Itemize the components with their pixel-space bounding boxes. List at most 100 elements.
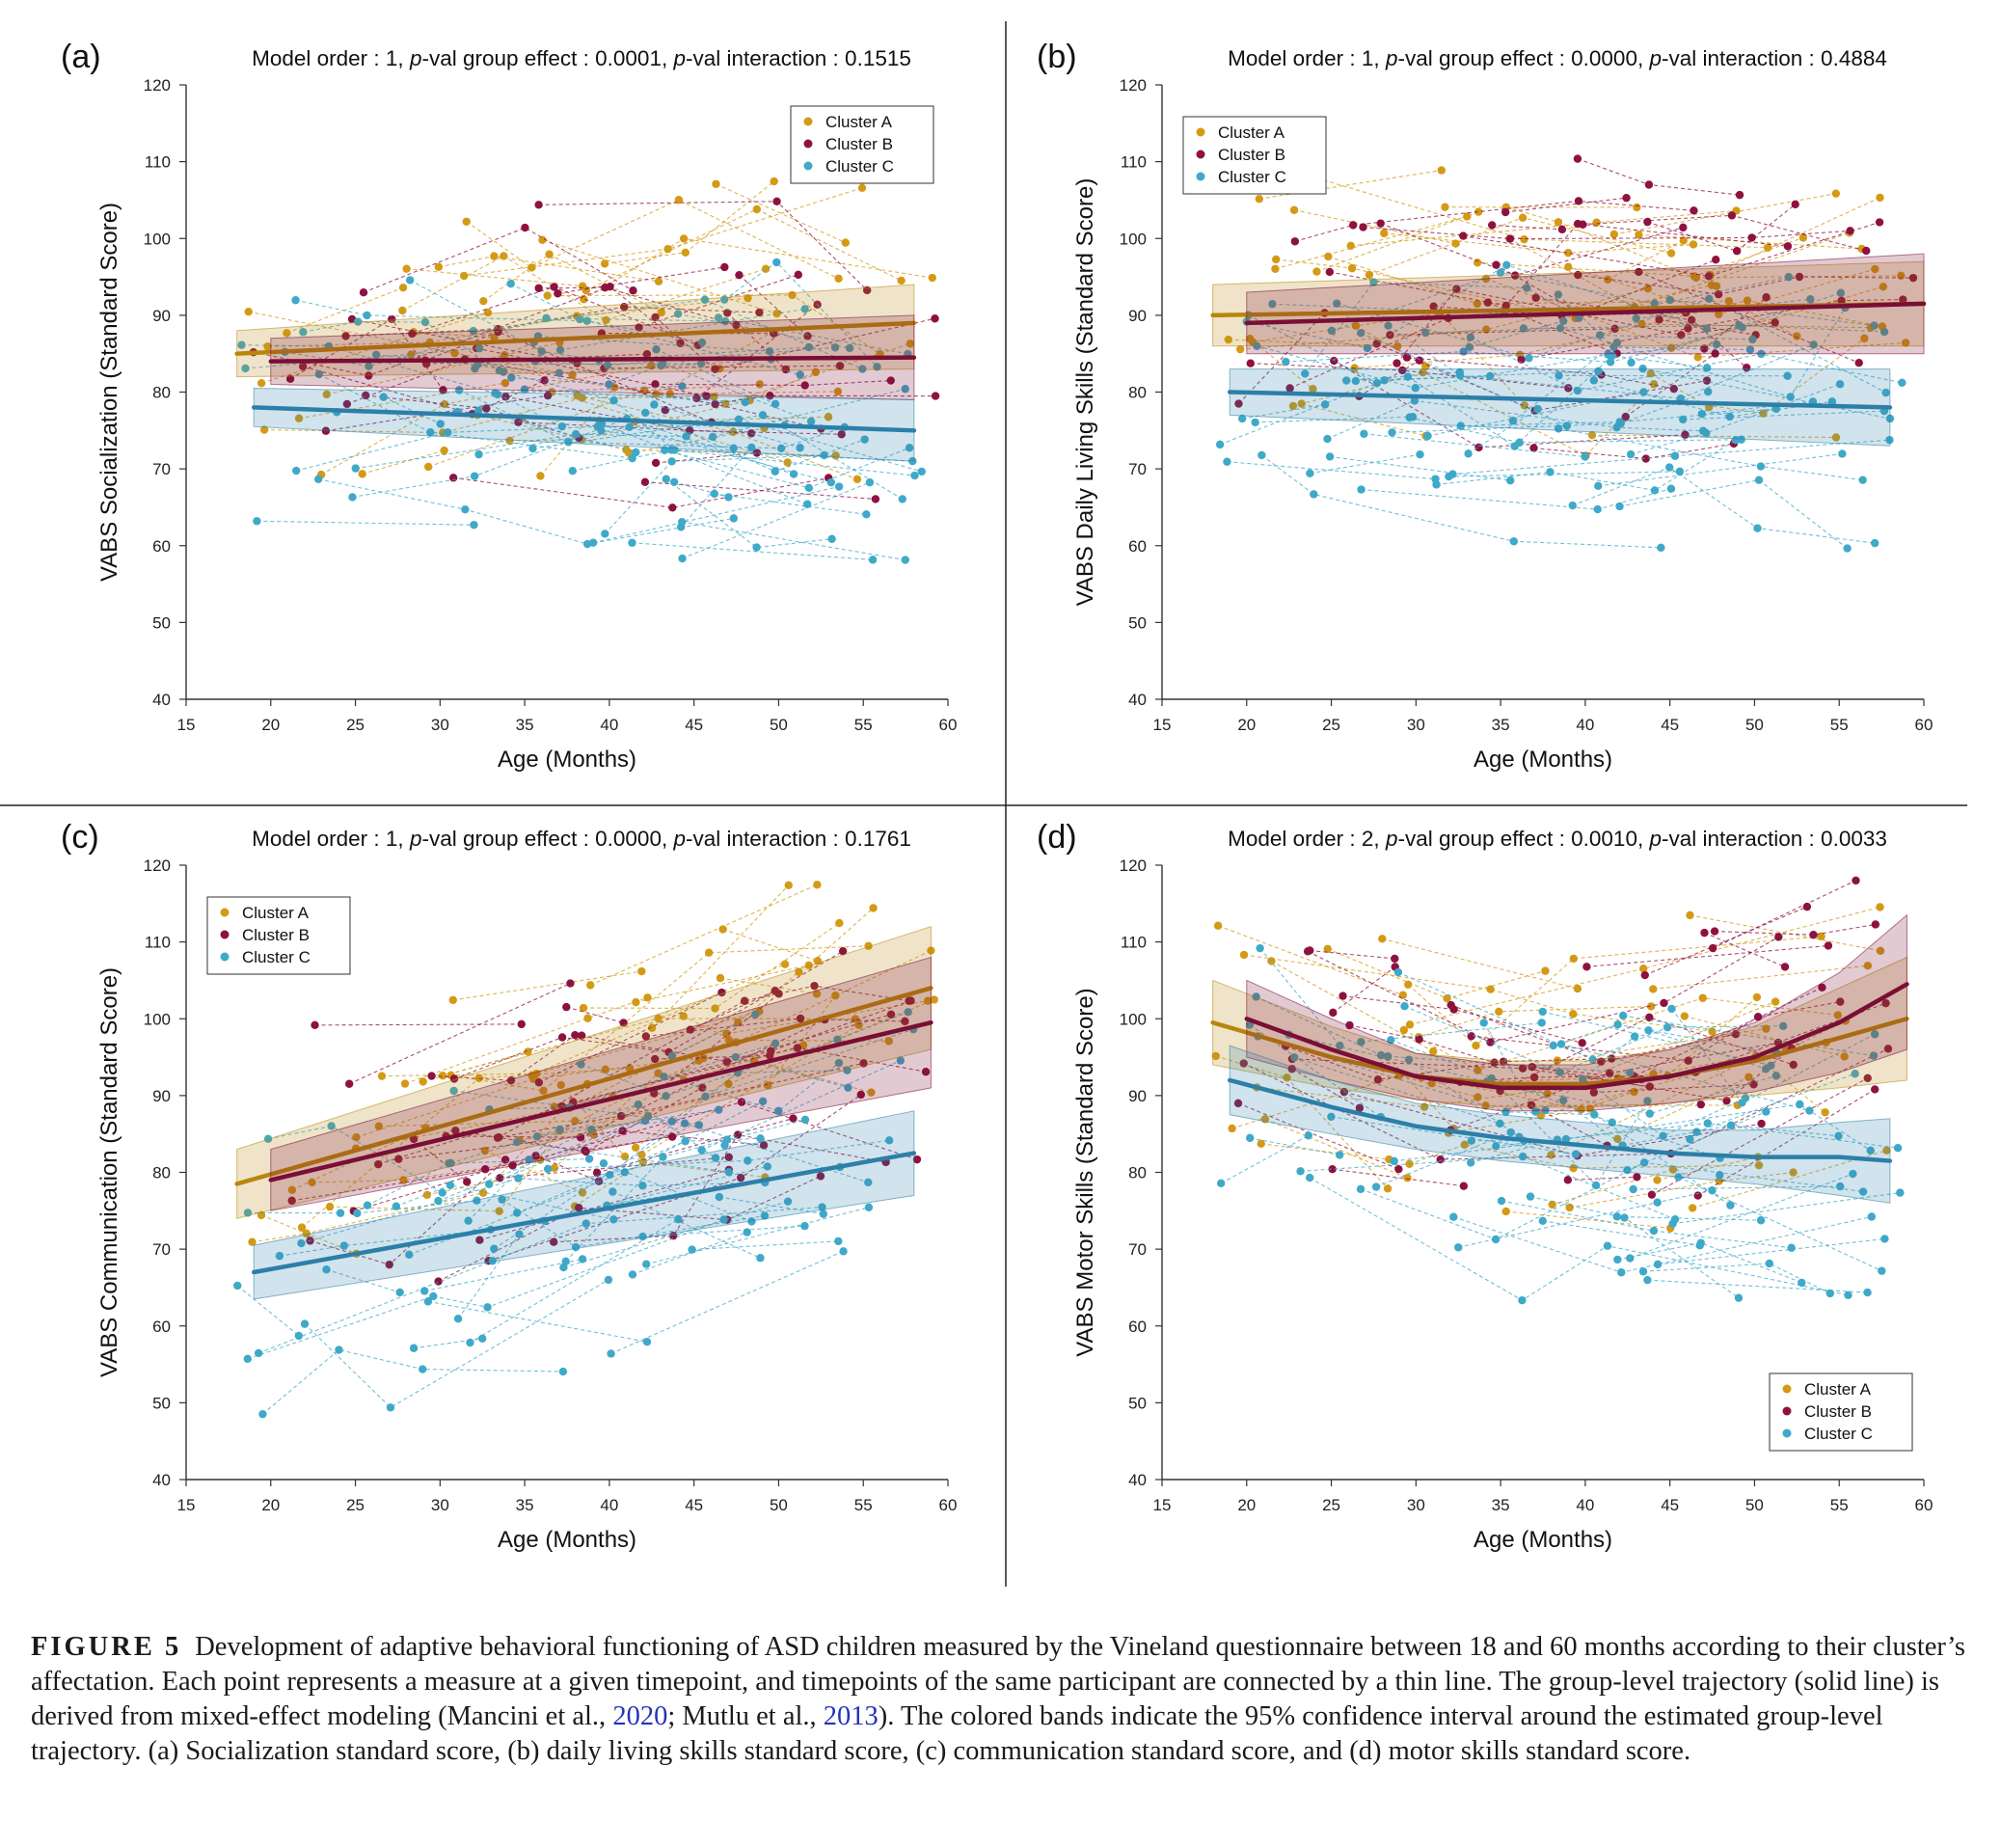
individual-point [1795,272,1804,282]
y-tick-label: 40 [152,691,171,709]
individual-point [473,406,483,416]
legend-label: Cluster B [825,135,893,153]
individual-line [671,1014,756,1057]
individual-point [1858,476,1867,484]
individual-point [1896,1188,1905,1197]
x-tick-label: 30 [431,1496,449,1514]
y-tick-label: 110 [1121,153,1147,172]
individual-point [1650,299,1659,308]
individual-point [667,457,676,466]
individual-line [1363,226,1851,240]
individual-point [1559,1096,1568,1105]
x-tick-label: 40 [1576,1496,1594,1514]
individual-point [756,1254,765,1263]
individual-line [722,928,819,962]
individual-point [1483,298,1493,307]
individual-line [314,1023,522,1026]
individual-point [1304,1131,1313,1140]
individual-point [1474,207,1483,216]
individual-line [1638,271,1859,364]
individual-line [1364,433,1585,458]
individual-point [1339,992,1347,1000]
individual-point [1405,1020,1415,1029]
x-tick-label: 50 [770,716,788,734]
individual-point [1342,376,1351,385]
individual-point [1423,431,1432,441]
individual-point [1629,1184,1637,1194]
individual-point [322,1265,331,1274]
individual-line [1501,1200,1792,1249]
individual-point [257,378,266,388]
individual-point [359,288,368,297]
individual-line [356,1057,704,1138]
x-tick-label: 20 [1237,1496,1256,1514]
individual-point [917,467,926,476]
individual-line [1284,1046,1612,1080]
individual-point [1745,345,1755,354]
individual-point [812,990,822,998]
individual-point [1882,1146,1891,1155]
individual-point [1666,484,1676,493]
individual-point [536,472,545,480]
individual-point [774,1106,783,1116]
panel-label: (b) [1037,39,1077,75]
individual-point [1653,1198,1662,1207]
individual-point [1627,358,1636,367]
individual-line [1368,217,1672,276]
x-tick-label: 40 [1576,716,1594,734]
individual-line [1567,1176,1637,1181]
caption-ref-2013[interactable]: 2013 [823,1701,879,1731]
individual-point [1325,267,1335,277]
individual-point [772,258,781,267]
individual-point [1569,954,1579,964]
legend: Cluster A Cluster B Cluster C [1769,1372,1913,1452]
individual-point [1555,1068,1564,1076]
individual-line [1361,488,1672,510]
individual-point [720,316,730,326]
individual-point [740,996,749,1005]
individual-line [519,994,836,1141]
individual-point [1833,1011,1843,1019]
individual-point [704,948,714,957]
individual-point [1213,921,1223,930]
individual-point [603,361,612,369]
individual-line [1505,1210,1671,1229]
individual-line [1636,298,1811,319]
individual-point [459,271,469,281]
individual-line [1712,880,1856,949]
individual-point [651,1054,660,1064]
individual-line [1644,906,1808,976]
legend-label: Cluster C [825,157,894,176]
y-axis-label: VABS Communication (Standard Score) [96,967,122,1377]
individual-point [1843,544,1852,553]
individual-line [716,183,847,244]
individual-point [1726,1201,1735,1209]
x-tick-label: 15 [1153,1496,1172,1514]
individual-point [607,1349,615,1358]
chart-panel-d: (d) Model order : 2, p-val group effect :… [1037,819,1933,1553]
individual-point [1582,963,1591,971]
individual-point [1473,258,1482,267]
individual-line [1540,1019,1846,1116]
individual-point [1554,218,1563,227]
individual-point [600,259,609,268]
individual-point [275,1251,284,1261]
trend-line [1244,301,1927,326]
individual-point [834,1237,843,1246]
individual-point [1876,946,1885,956]
x-tick-label: 20 [1237,716,1256,734]
individual-point [1595,331,1605,340]
individual-point [711,1154,720,1162]
individual-point [873,363,881,371]
individual-point [1486,1038,1495,1046]
individual-line [1436,439,1737,491]
x-tick-label: 45 [685,1496,703,1514]
individual-point [537,347,546,356]
individual-point [1548,1200,1556,1209]
caption-ref-2020[interactable]: 2020 [612,1701,668,1731]
individual-point [1373,1075,1383,1084]
individual-line [404,996,648,1085]
individual-line [682,521,906,561]
individual-point [930,995,938,1004]
individual-line [1704,932,1786,967]
